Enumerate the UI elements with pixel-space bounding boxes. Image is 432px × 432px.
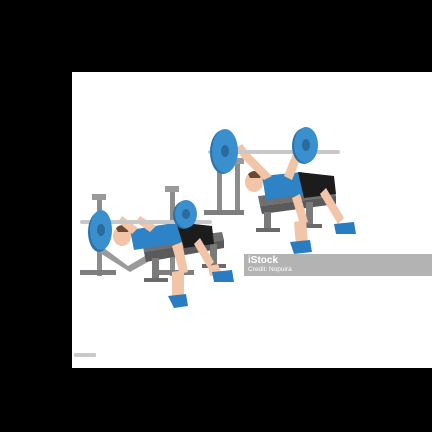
watermark-brand: iStock — [248, 255, 279, 266]
istock-watermark-banner: iStock Credit: Nopuira — [244, 254, 432, 276]
bench-press-lowered-figure — [80, 186, 234, 308]
barbell-lowered — [80, 200, 212, 252]
stock-id-label: 1310302811 — [74, 353, 96, 357]
image-canvas: iStock Credit: Nopuira 1310302811 — [72, 72, 432, 368]
watermark-credit: Credit: Nopuira — [248, 266, 292, 273]
barbell-extended — [208, 127, 340, 174]
bench-press-illustration — [80, 127, 356, 308]
bench-press-extended-figure — [204, 127, 356, 254]
